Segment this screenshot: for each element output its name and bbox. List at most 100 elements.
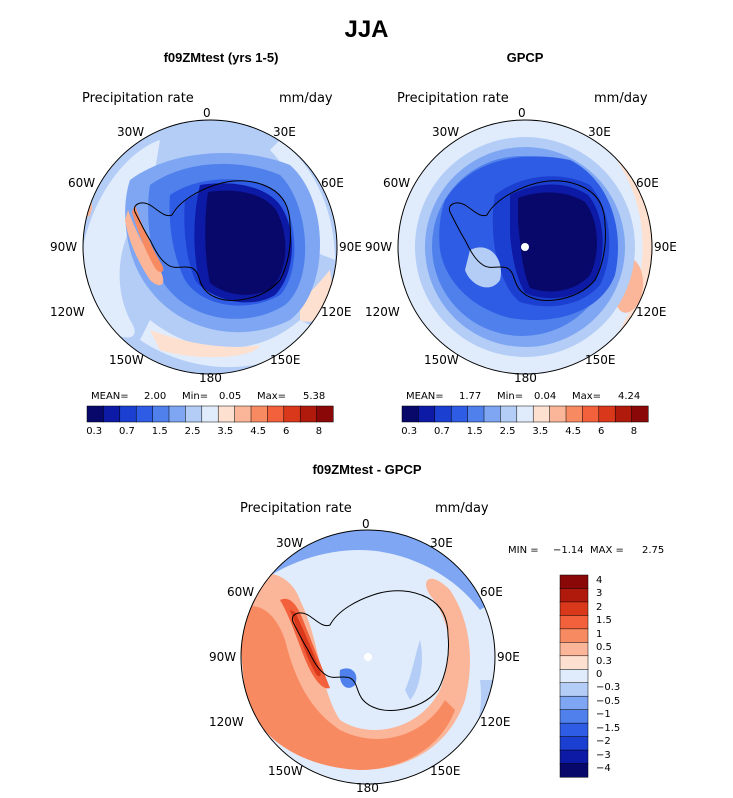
stat-max-model-label: Max=: [257, 391, 287, 402]
colorbar-swatch: [86, 405, 104, 423]
colorbar-tick-label: 0.7: [119, 426, 135, 437]
colorbar-swatch: [434, 405, 452, 423]
colorbar-swatch: [559, 642, 589, 657]
colorbar-swatch: [234, 405, 252, 423]
lon-label-120e: 120E: [636, 305, 667, 319]
colorbar-tick-label: −2: [596, 736, 611, 748]
lon-label-30w: 30W: [117, 125, 145, 139]
colorbar-swatch: [185, 405, 203, 423]
colorbar-swatch: [299, 405, 318, 423]
colorbar-swatch: [559, 722, 589, 738]
lon-label-60w: 60W: [68, 176, 96, 190]
colorbar-swatch: [450, 405, 469, 423]
lon-label-150e: 150E: [585, 353, 616, 367]
colorbar-swatch: [500, 405, 518, 423]
lon-label-60w: 60W: [383, 176, 411, 190]
colorbar-tick-label: 2: [596, 601, 603, 613]
stat-min-gpcp-label: Min=: [497, 391, 524, 402]
lon-label-60e: 60E: [636, 176, 659, 190]
lon-label-150w: 150W: [109, 353, 144, 367]
panel-title-model: f09ZMtest (yrs 1-5): [163, 50, 279, 65]
colorbar-tick-label: 8: [315, 426, 323, 437]
lon-label-120e: 120E: [321, 305, 352, 319]
stat-max-gpcp-value: 4.24: [618, 391, 641, 402]
lon-label-120w: 120W: [50, 305, 85, 319]
lon-label-90e: 90E: [654, 240, 677, 254]
stat-max-diff-label: MAX =: [590, 545, 624, 556]
lon-label-90e: 90E: [339, 240, 362, 254]
colorbar-tick-label: 1.5: [466, 426, 483, 437]
colorbar-swatch: [250, 405, 268, 423]
variable-label-gpcp: Precipitation rate: [397, 91, 509, 106]
colorbar-gpcp: [401, 405, 649, 423]
south-pole-marker-diff: [364, 653, 372, 661]
colorbar-tick-label: 8: [630, 426, 638, 437]
colorbar-tick-label: 3: [596, 588, 603, 600]
colorbar-tick-label: −1: [596, 709, 611, 721]
colorbar-swatch: [201, 405, 219, 423]
colorbar-swatch: [168, 405, 186, 423]
colorbar-tick-label: 4.5: [565, 426, 582, 437]
stat-mean-model-label: MEAN=: [91, 391, 129, 402]
stat-mean-model-value: 2.00: [144, 391, 167, 402]
lon-label-180: 180: [356, 781, 379, 795]
stat-min-gpcp-value: 0.04: [534, 391, 557, 402]
stat-min-diff-label: MIN =: [508, 545, 539, 556]
colorbar-swatch: [418, 405, 436, 423]
main-title: JJA: [344, 16, 389, 43]
colorbar-swatch: [559, 682, 589, 697]
colorbar-swatch: [559, 695, 589, 711]
colorbar-swatch: [559, 655, 589, 670]
stat-max-gpcp-label: Max=: [572, 391, 602, 402]
lon-label-90w: 90W: [209, 650, 237, 664]
stat-mean-gpcp-value: 1.77: [459, 391, 482, 402]
variable-label-model: Precipitation rate: [82, 91, 194, 106]
colorbar-tick-label: 0.3: [596, 655, 612, 667]
stat-mean-gpcp-label: MEAN=: [406, 391, 444, 402]
units-label-gpcp: mm/day: [594, 91, 648, 106]
lon-label-90w: 90W: [50, 240, 78, 254]
colorbar-tick-label: 3.5: [532, 426, 549, 437]
colorbar-swatch: [631, 405, 649, 423]
stat-min-model-label: Min=: [182, 391, 209, 402]
colorbar-swatch: [532, 405, 551, 423]
colorbar-swatch: [559, 601, 589, 616]
colorbar-tick-label: −0.3: [596, 682, 621, 694]
colorbar-swatch: [559, 749, 589, 765]
colorbar-swatch: [614, 405, 633, 423]
colorbar-diff: [559, 574, 589, 778]
colorbar-swatch: [582, 405, 600, 423]
colorbar-swatch: [217, 405, 236, 423]
lon-label-90e: 90E: [497, 650, 520, 664]
colorbar-tick-label: 2.5: [499, 426, 516, 437]
colorbar-tick-label: 6: [598, 426, 605, 437]
units-label-diff: mm/day: [435, 501, 489, 516]
colorbar-tick-label: 0.3: [401, 426, 418, 437]
lon-label-120w: 120W: [365, 305, 400, 319]
colorbar-tick-label: 4: [596, 574, 603, 586]
lon-label-90w: 90W: [365, 240, 393, 254]
colorbar-swatch: [559, 588, 589, 603]
colorbar-swatch: [559, 574, 589, 590]
stat-min-diff-value: −1.14: [553, 545, 584, 556]
stat-max-model-value: 5.38: [303, 391, 326, 402]
stat-max-diff-value: 2.75: [642, 545, 665, 556]
colorbar-swatch: [467, 405, 485, 423]
lon-label-0: 0: [518, 106, 526, 120]
lon-label-150w: 150W: [268, 764, 303, 778]
lon-label-0: 0: [203, 106, 211, 120]
colorbar-swatch: [103, 405, 121, 423]
colorbar-swatch: [483, 405, 501, 423]
colorbar-swatch: [152, 405, 170, 423]
lon-label-0: 0: [362, 517, 370, 531]
colorbar-swatch: [119, 405, 137, 423]
lon-label-30w: 30W: [276, 536, 304, 550]
colorbar-swatch: [559, 709, 589, 724]
colorbar-swatch: [559, 628, 589, 643]
colorbar-swatch: [565, 405, 583, 423]
units-label-model: mm/day: [279, 91, 333, 106]
lon-label-150e: 150E: [430, 764, 461, 778]
colorbar-swatch: [516, 405, 534, 423]
